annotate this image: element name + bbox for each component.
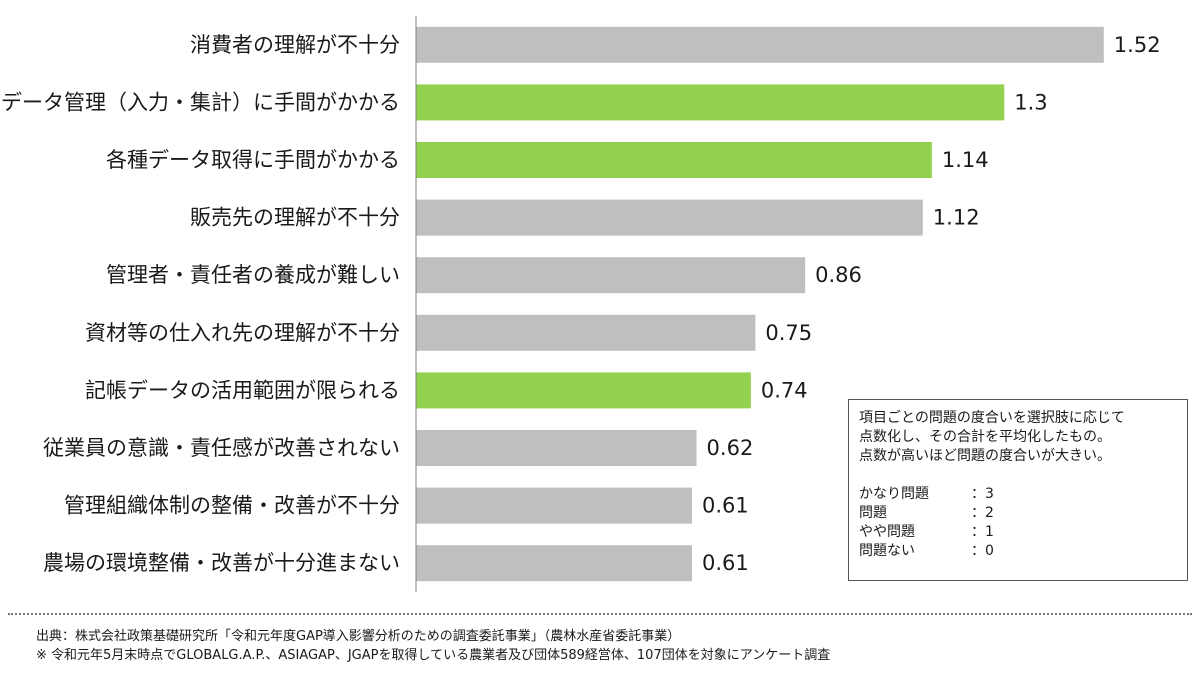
value-label: 0.61 bbox=[702, 494, 749, 518]
scale-value: ：0 bbox=[971, 543, 994, 559]
value-label: 0.74 bbox=[761, 378, 808, 402]
scale-row: 問題 ：2 bbox=[859, 504, 1177, 523]
bar bbox=[416, 430, 697, 466]
scale-value: ：2 bbox=[971, 505, 994, 521]
value-label: 1.3 bbox=[1014, 90, 1047, 114]
value-label: 0.75 bbox=[765, 321, 812, 345]
value-label: 1.12 bbox=[933, 206, 980, 230]
scale-name: 問題 bbox=[859, 505, 887, 521]
scale-row: かなり問題 ：3 bbox=[859, 485, 1177, 504]
value-label: 0.62 bbox=[707, 436, 754, 460]
bar bbox=[416, 314, 756, 351]
category-label: 消費者の理解が不十分 bbox=[190, 33, 400, 57]
bar bbox=[416, 487, 693, 524]
value-label: 0.61 bbox=[702, 551, 749, 575]
category-label: データ管理（入力・集計）に手間がかかる bbox=[1, 90, 400, 114]
bar-chart: 消費者の理解が不十分 1.52 データ管理（入力・集計）に手間がかかる 1.3 各種デー… bbox=[1, 16, 1161, 592]
value-label: 1.14 bbox=[942, 148, 989, 172]
legend-note-line: 点数化し、その合計を平均化したもの。 bbox=[859, 429, 1111, 445]
scale-value: ：3 bbox=[971, 486, 994, 502]
scale-name: 問題ない bbox=[859, 543, 915, 559]
survey-note: ※ 令和元年5月末時点でGLOBALG.A.P.、ASIAGAP、JGAPを取得… bbox=[36, 648, 831, 663]
category-label: 販売先の理解が不十分 bbox=[190, 206, 400, 230]
bar bbox=[416, 142, 932, 178]
legend-note-line: 項目ごとの問題の度合いを選択肢に応じて bbox=[859, 410, 1125, 426]
category-label: 農場の環境整備・改善が十分進まない bbox=[43, 551, 400, 575]
scale-value: ：1 bbox=[971, 524, 994, 540]
footer: 出典：株式会社政策基礎研究所「令和元年度GAP導入影響分析のための調査委託事業」… bbox=[36, 627, 830, 665]
legend-note-line: 点数が高いほど問題の度合いが大きい。 bbox=[859, 448, 1111, 464]
bar bbox=[416, 199, 923, 236]
category-label: 各種データ取得に手間がかかる bbox=[106, 148, 400, 172]
footer-divider bbox=[8, 613, 1192, 615]
scale-row: やや問題 ：1 bbox=[859, 523, 1177, 542]
score-scale: かなり問題 ：3 問題 ：2 やや問題 ：1 問題ない ：0 bbox=[859, 485, 1177, 561]
category-label: 管理組織体制の整備・改善が不十分 bbox=[64, 494, 400, 518]
scale-row: 問題ない ：0 bbox=[859, 542, 1177, 561]
bar bbox=[416, 372, 751, 409]
scale-name: やや問題 bbox=[859, 524, 915, 540]
bar bbox=[416, 545, 693, 582]
category-label: 資材等の仕入れ先の理解が不十分 bbox=[85, 321, 400, 345]
category-label: 管理者・責任者の養成が難しい bbox=[106, 263, 400, 287]
legend-note-box: 項目ごとの問題の度合いを選択肢に応じて 点数化し、その合計を平均化したもの。 点… bbox=[848, 399, 1188, 581]
value-label: 1.52 bbox=[1114, 33, 1161, 57]
source-note: 出典：株式会社政策基礎研究所「令和元年度GAP導入影響分析のための調査委託事業」… bbox=[36, 629, 681, 644]
value-label: 0.86 bbox=[815, 263, 862, 287]
bar bbox=[416, 257, 806, 294]
category-label: 記帳データの活用範囲が限られる bbox=[85, 378, 400, 402]
scale-name: かなり問題 bbox=[859, 486, 929, 502]
bar bbox=[416, 84, 1005, 121]
category-label: 従業員の意識・責任感が改善されない bbox=[43, 436, 400, 460]
bar bbox=[416, 26, 1104, 63]
